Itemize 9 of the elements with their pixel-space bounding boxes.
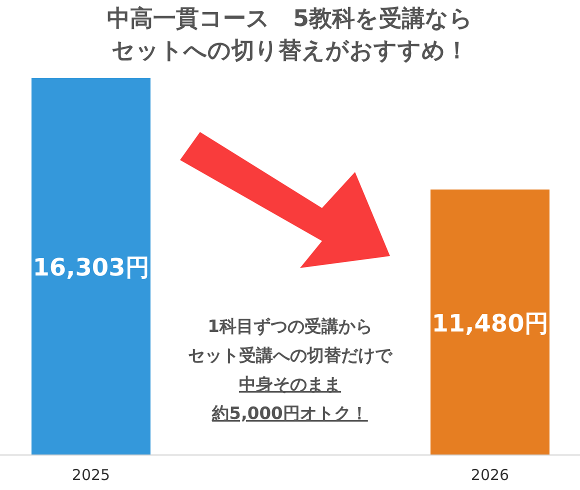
annotation: セット受講への切替だけで xyxy=(188,346,393,366)
data-label: 11,480円 xyxy=(432,309,548,338)
x-tick-label: 2025 xyxy=(72,466,110,484)
annotation: 約5,000円オトク！ xyxy=(211,404,368,424)
annotation: 1科目ずつの受講から xyxy=(208,317,372,337)
chart-title: 中高一貫コース 5教科を受講ならセットへの切り替えがおすすめ！ xyxy=(106,5,474,64)
x-tick-label: 2026 xyxy=(470,466,510,484)
annotation: 中身そのまま xyxy=(239,375,341,395)
data-label: 16,303円 xyxy=(32,254,150,282)
